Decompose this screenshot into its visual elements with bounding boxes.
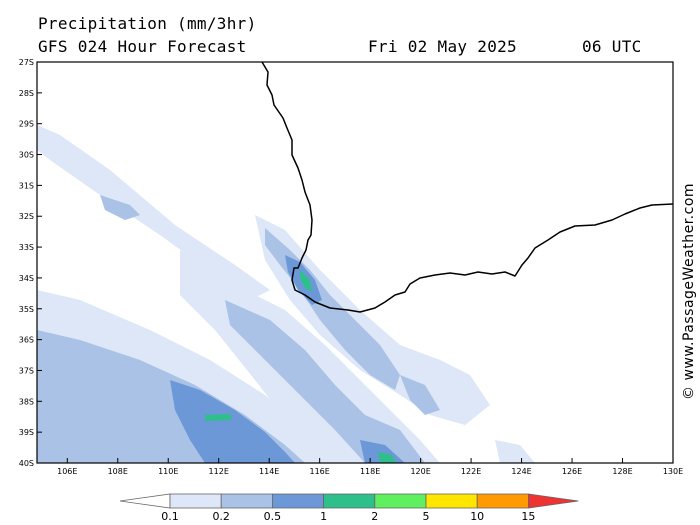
lon-label: 120E	[410, 467, 430, 476]
lon-label: 108E	[108, 467, 128, 476]
map-frame	[36, 61, 674, 464]
lon-label: 110E	[158, 467, 178, 476]
legend-swatch	[169, 493, 222, 509]
legend-level-label: 0.1	[161, 510, 179, 523]
precip-core-east	[378, 452, 396, 463]
lat-label: 36S	[19, 336, 34, 345]
precipitation-legend: 0.1 0.2 0.5 1 2 5 10 15	[119, 493, 579, 523]
lon-label: 122E	[461, 467, 481, 476]
legend-level-label: 2	[371, 510, 378, 523]
lat-label: 30S	[19, 151, 34, 160]
lat-label: 38S	[19, 397, 34, 406]
legend-level-label: 5	[423, 510, 430, 523]
precip-band-medium-central	[225, 300, 425, 463]
lon-label: 128E	[612, 467, 632, 476]
lon-label: 114E	[259, 467, 279, 476]
lat-label: 37S	[19, 366, 34, 375]
precip-core-main	[205, 414, 232, 421]
legend-swatch	[220, 493, 273, 509]
forecast-date: Fri 02 May 2025	[368, 37, 517, 56]
lat-label: 27S	[19, 58, 34, 67]
lon-label: 126E	[562, 467, 582, 476]
lon-label: 130E	[663, 467, 683, 476]
forecast-time: 06 UTC	[582, 37, 642, 56]
lat-label: 39S	[19, 428, 34, 437]
legend-arrow-low	[119, 493, 171, 509]
legend-swatch	[425, 493, 478, 509]
precip-band-strong-east	[360, 440, 405, 463]
coastline	[261, 61, 674, 313]
lat-label: 35S	[19, 305, 34, 314]
precip-band-light-coast	[255, 215, 490, 425]
precip-band-strong-main	[170, 380, 295, 463]
precip-core-coast	[300, 270, 312, 292]
precip-band-medium-north	[100, 195, 140, 220]
legend-swatch	[271, 493, 324, 509]
latitude-axis: 27S 28S 29S 30S 31S 32S 33S 34S 35S 36S 37S 38S 39S 4…	[19, 58, 42, 468]
legend-swatch	[476, 493, 529, 509]
legend-arrow-high	[528, 493, 579, 509]
lat-label: 32S	[19, 212, 34, 221]
legend-level-label: 15	[521, 510, 535, 523]
legend-level-label: 1	[320, 510, 327, 523]
longitude-axis: 106E 108E 110E 112E 114E 116E 118E 120E 122E 124E…	[57, 458, 683, 476]
lat-label: 31S	[19, 181, 34, 190]
lat-label: 34S	[19, 274, 34, 283]
lat-label: 29S	[19, 120, 34, 129]
legend-swatch	[374, 493, 427, 509]
forecast-model: GFS 024 Hour Forecast	[38, 37, 247, 56]
legend-level-label: 10	[470, 510, 484, 523]
lon-label: 112E	[209, 467, 229, 476]
map-title: Precipitation (mm/3hr)	[38, 14, 257, 33]
lon-label: 124E	[511, 467, 531, 476]
legend-level-label: 0.2	[212, 510, 230, 523]
legend-swatch	[323, 493, 376, 509]
lat-label: 33S	[19, 243, 34, 252]
precip-band-medium-east	[400, 375, 440, 415]
precip-band-light-east	[495, 440, 535, 463]
precipitation-field	[37, 125, 535, 463]
lon-label: 118E	[360, 467, 380, 476]
precip-band-light-north	[37, 125, 270, 300]
lon-label: 116E	[310, 467, 330, 476]
legend-level-label: 0.5	[264, 510, 282, 523]
lat-label: 28S	[19, 89, 34, 98]
lon-label: 106E	[57, 467, 77, 476]
credit-text: © www.PassageWeather.com	[681, 182, 697, 400]
lat-label: 40S	[19, 459, 34, 468]
